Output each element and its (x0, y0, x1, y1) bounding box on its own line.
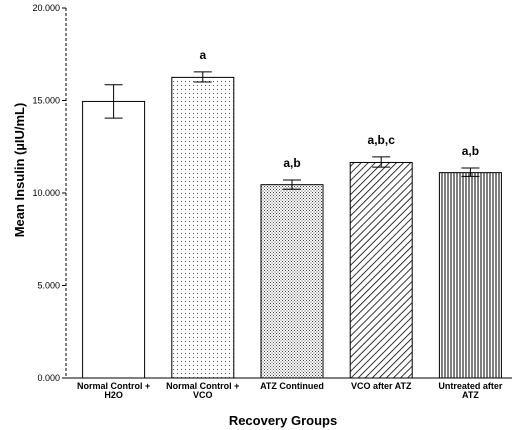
y-tick-label: 5.000 (37, 281, 60, 291)
bar (82, 100, 146, 379)
y-tick-label: 0.000 (37, 373, 60, 383)
significance-label: a,b (462, 144, 479, 158)
category-label: ATZ (462, 390, 479, 400)
error-bars (104, 71, 480, 190)
significance-label: a,b (283, 156, 300, 170)
bar (171, 76, 235, 379)
category-label: VCO (193, 390, 213, 400)
bar (260, 184, 324, 379)
y-tick-label: 15.000 (32, 96, 60, 106)
significance-label: a (199, 48, 206, 62)
category-label: Normal Control + (77, 381, 150, 391)
bar (349, 161, 413, 379)
y-tick-label: 20.000 (32, 3, 60, 13)
y-axis-title: Mean Insulin (µIU/mL) (12, 103, 27, 238)
y-tick-label: 10.000 (32, 188, 60, 198)
bars (82, 76, 502, 379)
category-label: ATZ Continued (260, 381, 324, 391)
significance-labels: a a,b a,b,c a,b (199, 48, 479, 170)
significance-label: a,b,c (368, 133, 396, 147)
category-label: VCO after ATZ (351, 381, 412, 391)
y-ticks: 0.000 5.000 10.000 15.000 20.000 (32, 3, 66, 383)
category-label: Normal Control + (166, 381, 239, 391)
category-label: Untreated after (438, 381, 503, 391)
category-label: H2O (104, 390, 123, 400)
bar (438, 172, 502, 379)
x-axis-title: Recovery Groups (229, 413, 337, 428)
